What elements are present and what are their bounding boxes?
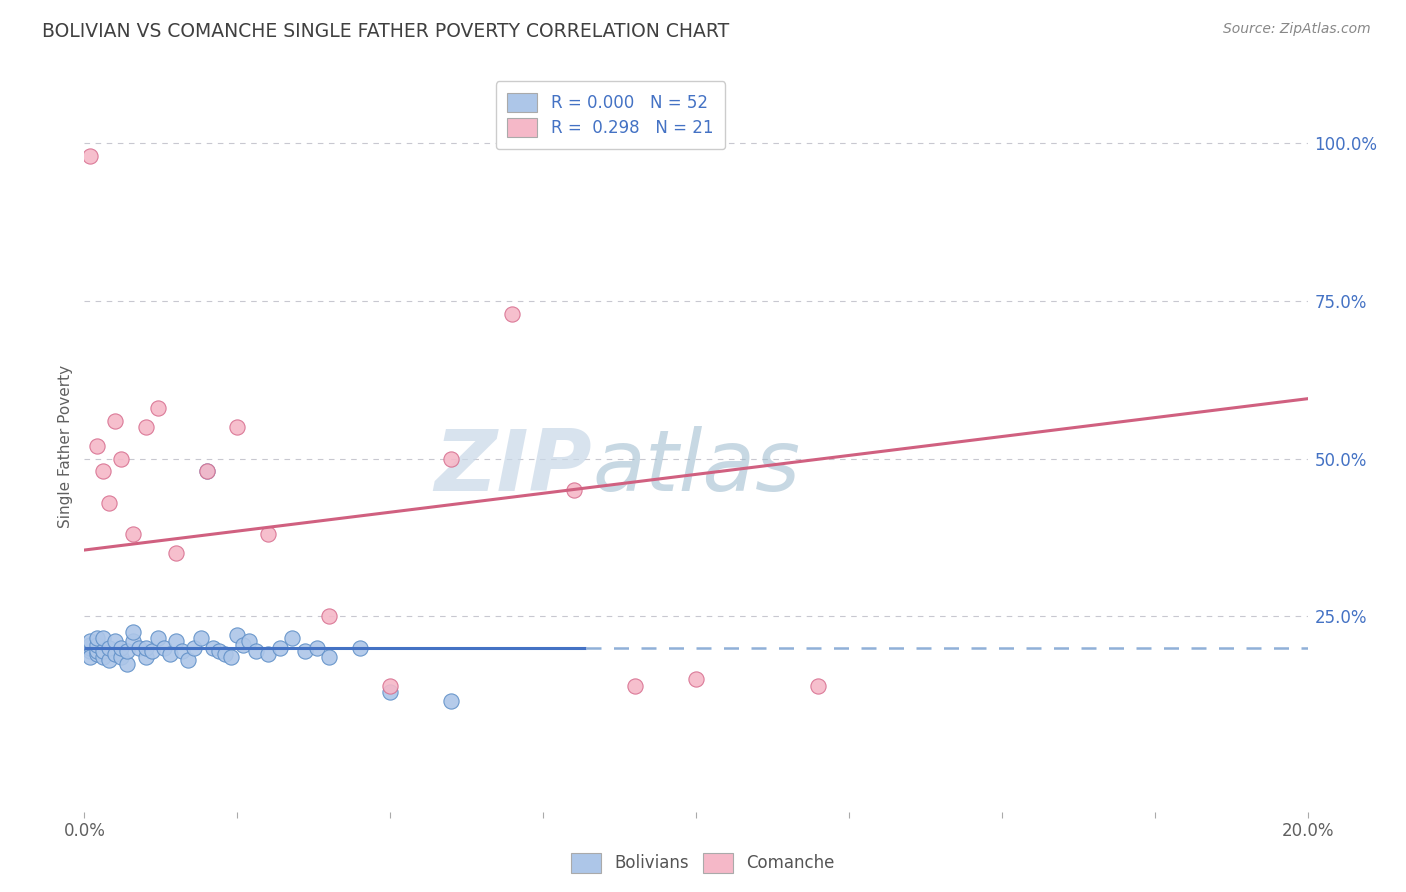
Point bbox=[141, 644, 163, 658]
Text: ZIP: ZIP bbox=[434, 426, 592, 509]
Point bbox=[122, 527, 145, 541]
Point bbox=[153, 640, 176, 655]
Point bbox=[214, 647, 236, 661]
Point bbox=[79, 650, 101, 665]
Point bbox=[226, 420, 249, 434]
Point bbox=[86, 439, 108, 453]
Point bbox=[226, 628, 249, 642]
Point bbox=[624, 679, 647, 693]
Point bbox=[502, 307, 524, 321]
Point bbox=[172, 644, 194, 658]
Point bbox=[807, 679, 830, 693]
Point bbox=[86, 632, 108, 646]
Point bbox=[122, 625, 145, 640]
Point bbox=[257, 527, 280, 541]
Legend: Bolivians, Comanche: Bolivians, Comanche bbox=[565, 847, 841, 880]
Point bbox=[104, 647, 127, 661]
Point bbox=[232, 638, 254, 652]
Point bbox=[238, 634, 260, 648]
Point bbox=[79, 638, 101, 652]
Point bbox=[110, 451, 132, 466]
Point bbox=[208, 644, 231, 658]
Point bbox=[115, 644, 138, 658]
Point bbox=[562, 483, 585, 497]
Point bbox=[440, 451, 463, 466]
Point bbox=[281, 632, 304, 646]
Point bbox=[115, 657, 138, 671]
Point bbox=[219, 650, 242, 665]
Point bbox=[146, 632, 169, 646]
Point bbox=[685, 673, 707, 687]
Point bbox=[79, 640, 101, 655]
Point bbox=[190, 632, 212, 646]
Point bbox=[440, 694, 463, 708]
Point bbox=[86, 647, 108, 661]
Point bbox=[79, 644, 101, 658]
Point bbox=[165, 546, 187, 560]
Point bbox=[349, 640, 371, 655]
Point bbox=[135, 640, 157, 655]
Point bbox=[146, 401, 169, 416]
Point bbox=[91, 644, 114, 658]
Point bbox=[269, 640, 291, 655]
Point bbox=[305, 640, 328, 655]
Text: BOLIVIAN VS COMANCHE SINGLE FATHER POVERTY CORRELATION CHART: BOLIVIAN VS COMANCHE SINGLE FATHER POVER… bbox=[42, 22, 730, 41]
Point bbox=[177, 653, 200, 667]
Point bbox=[318, 609, 340, 624]
Point bbox=[380, 685, 402, 699]
Point bbox=[159, 647, 181, 661]
Point bbox=[257, 647, 280, 661]
Point bbox=[165, 634, 187, 648]
Point bbox=[104, 414, 127, 428]
Point bbox=[79, 149, 101, 163]
Point bbox=[86, 638, 108, 652]
Point bbox=[380, 679, 402, 693]
Point bbox=[91, 632, 114, 646]
Point bbox=[110, 650, 132, 665]
Point bbox=[110, 640, 132, 655]
Text: Source: ZipAtlas.com: Source: ZipAtlas.com bbox=[1223, 22, 1371, 37]
Point bbox=[245, 644, 267, 658]
Legend: R = 0.000   N = 52, R =  0.298   N = 21: R = 0.000 N = 52, R = 0.298 N = 21 bbox=[496, 81, 725, 149]
Point bbox=[128, 640, 150, 655]
Point bbox=[183, 640, 205, 655]
Point bbox=[201, 640, 224, 655]
Point bbox=[135, 650, 157, 665]
Point bbox=[195, 464, 218, 478]
Point bbox=[294, 644, 316, 658]
Point bbox=[135, 420, 157, 434]
Text: atlas: atlas bbox=[592, 426, 800, 509]
Point bbox=[122, 634, 145, 648]
Point bbox=[97, 496, 120, 510]
Point bbox=[79, 634, 101, 648]
Point bbox=[104, 634, 127, 648]
Point bbox=[195, 464, 218, 478]
Point bbox=[91, 464, 114, 478]
Y-axis label: Single Father Poverty: Single Father Poverty bbox=[58, 365, 73, 527]
Point bbox=[97, 653, 120, 667]
Point bbox=[91, 650, 114, 665]
Point bbox=[86, 644, 108, 658]
Point bbox=[97, 640, 120, 655]
Point bbox=[318, 650, 340, 665]
